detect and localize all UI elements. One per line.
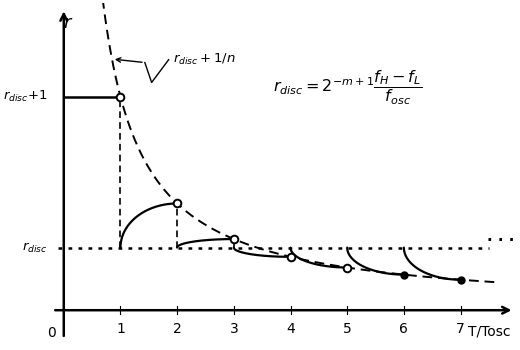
Text: 5: 5 [343, 322, 352, 336]
Text: 1: 1 [116, 322, 125, 336]
Text: T/Tosc: T/Tosc [468, 324, 511, 338]
Text: r: r [63, 14, 70, 32]
Text: $r_{disc}$: $r_{disc}$ [22, 240, 48, 255]
Text: $r_{disc} = 2^{-m+1}\dfrac{f_H - f_L}{f_{osc}}$: $r_{disc} = 2^{-m+1}\dfrac{f_H - f_L}{f_… [272, 69, 422, 107]
Text: 2: 2 [173, 322, 181, 336]
Text: $r_{disc}+1/n$: $r_{disc}+1/n$ [173, 52, 236, 67]
Text: 0: 0 [47, 326, 56, 340]
Text: $r_{disc}$+1: $r_{disc}$+1 [3, 89, 48, 104]
Text: 4: 4 [286, 322, 295, 336]
Text: . . .: . . . [487, 229, 514, 244]
Text: 6: 6 [399, 322, 408, 336]
Text: 7: 7 [456, 322, 465, 336]
Text: 3: 3 [229, 322, 238, 336]
